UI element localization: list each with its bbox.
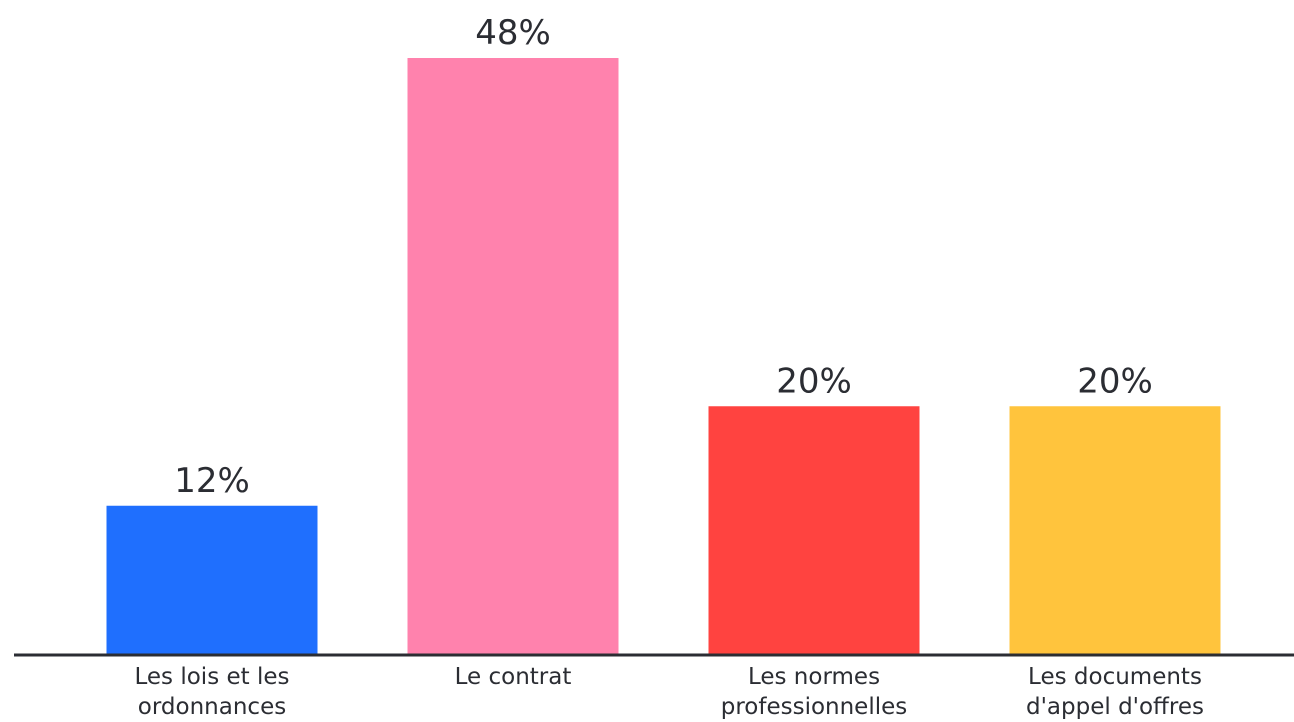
category-label-4: Les documents d'appel d'offres [1026,664,1204,720]
category-label-2: Le contrat [455,664,572,690]
bar-2 [407,58,619,655]
category-label-4-line-2: d'appel d'offres [1026,694,1204,720]
value-label-4: 20% [1077,361,1153,401]
category-label-1: Les lois et les ordonnances [134,664,289,720]
bar-3 [708,406,920,655]
category-label-3: Les normes professionnelles [721,664,908,720]
category-label-1-line-1: Les lois et les [134,664,289,690]
value-label-3: 20% [776,361,852,401]
category-label-1-line-2: ordonnances [138,694,286,720]
bar-1 [106,505,318,655]
bars-layer [106,58,1221,655]
category-label-4-line-1: Les documents [1028,664,1202,690]
value-label-1: 12% [174,461,250,501]
value-label-2: 48% [475,13,551,53]
bar-4 [1009,406,1221,655]
category-label-3-line-1: Les normes [748,664,880,690]
value-labels-layer: 12% 48% 20% 20% [174,13,1153,501]
category-label-2-line-1: Le contrat [455,664,572,690]
category-labels-layer: Les lois et les ordonnances Le contrat Les … [134,664,1204,720]
category-label-3-line-2: professionnelles [721,694,908,720]
